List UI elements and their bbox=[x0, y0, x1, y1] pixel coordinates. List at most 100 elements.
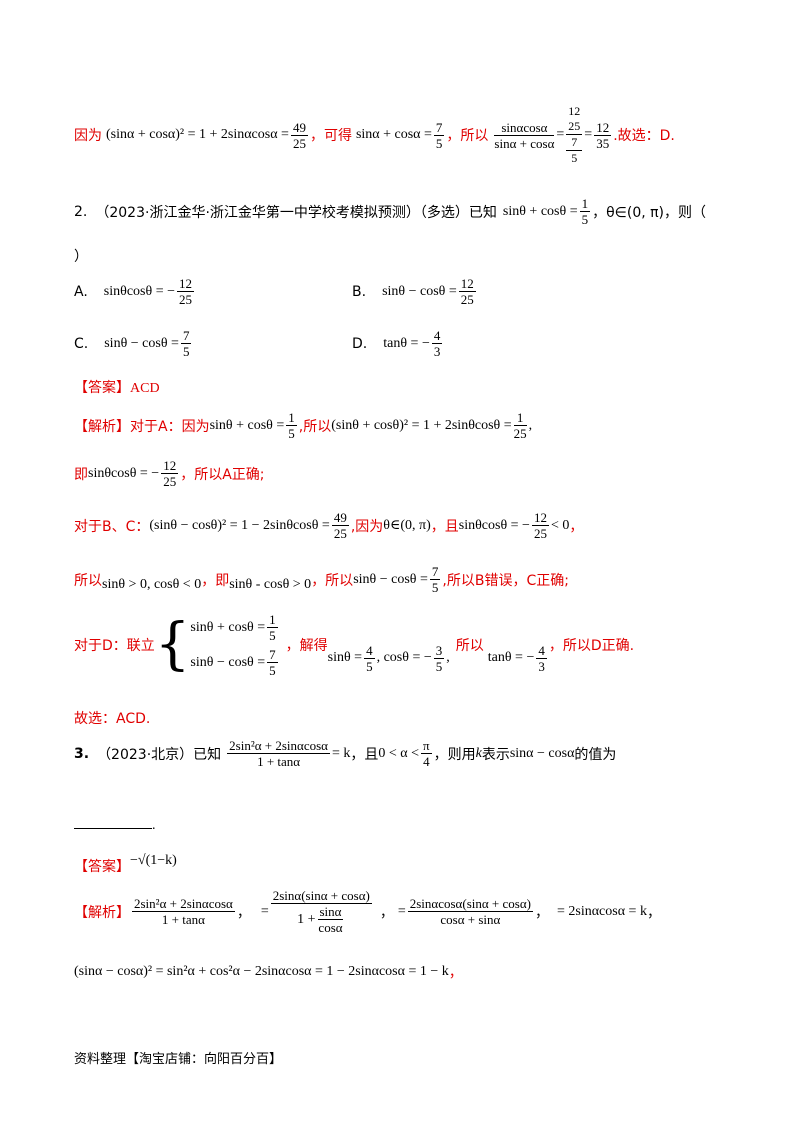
q2-source: （2023·浙江金华·浙江金华第一中学校考模拟预测）（多选）已知 bbox=[95, 204, 497, 221]
equals-sign: = bbox=[584, 127, 593, 142]
top-big-frac: sinαcosα sinα + cosα bbox=[494, 119, 555, 151]
analysis-d1-end: ，所以D正确. bbox=[548, 638, 635, 654]
top-compound-frac: 12 25 7 5 bbox=[566, 104, 583, 165]
q3-number: 3. bbox=[74, 745, 90, 762]
system-eq1: sinθ + cosθ = bbox=[190, 619, 266, 635]
analysis-c1-eq3: sinθ − cosθ = bbox=[353, 571, 428, 587]
option-d-expr: tanθ = − bbox=[383, 335, 430, 351]
q3-step1-end: ， bbox=[236, 905, 251, 921]
analysis-tag: 【解析】 bbox=[74, 418, 130, 435]
q2-number: 2. bbox=[74, 203, 88, 220]
q3-k: k bbox=[475, 745, 482, 761]
top-choose: .故选：D. bbox=[613, 128, 675, 144]
q2-range: ，θ∈(0, π)，则（ bbox=[592, 204, 707, 221]
top-so: ，所以 bbox=[446, 128, 489, 144]
q2-close: ） bbox=[74, 249, 88, 265]
analysis-a2-end: ，所以A正确; bbox=[180, 466, 265, 483]
q3-blank-line: . bbox=[74, 814, 156, 834]
q2-stem: 2. （2023·浙江金华·浙江金华第一中学校考模拟预测）（多选）已知 sinθ… bbox=[74, 196, 706, 227]
analysis-b1-because: ,因为 bbox=[350, 518, 384, 535]
analysis-c1-eq2: sinθ - cosθ > 0 bbox=[229, 576, 312, 592]
equals-sign: = bbox=[556, 127, 565, 142]
q3-eq-k: = k bbox=[332, 745, 351, 761]
equals-sign: = bbox=[260, 903, 269, 919]
analysis-a1-so: ,所以 bbox=[298, 418, 332, 435]
option-b-expr: sinθ − cosθ = bbox=[382, 283, 457, 299]
system-brace: { bbox=[154, 612, 191, 677]
top-eq1: (sinα + cosα)² = 1 + 2sinαcosα = bbox=[106, 127, 289, 142]
q3-step3-frac: 2sinαcosα(sinα + cosα) cosα + sinα bbox=[407, 896, 533, 927]
page-footer: 资料整理【淘宝店铺：向阳百分百】 bbox=[74, 1052, 283, 1067]
option-a-expr: sinθcosθ = − bbox=[103, 283, 175, 299]
top-eq1-frac: 49 25 bbox=[290, 119, 308, 151]
q3-step1-frac: 2sin²α + 2sinαcosα 1 + tanα bbox=[132, 896, 235, 927]
q2-choose: 故选：ACD. bbox=[74, 711, 151, 727]
q3-text: ，则用 bbox=[433, 746, 476, 763]
solution-sin: sinθ = bbox=[327, 650, 363, 665]
analysis-b1-end: ， bbox=[569, 518, 584, 535]
analysis-tag: 【解析】 bbox=[74, 904, 130, 921]
q2-cond: sinθ + cosθ = bbox=[502, 203, 578, 219]
q3-analysis-line-1: 【解析】 2sin²α + 2sinαcosα 1 + tanα ， = 2sin… bbox=[74, 888, 661, 935]
q3-step2-end: ， bbox=[379, 905, 394, 921]
option-a-frac: 12 25 bbox=[176, 276, 194, 307]
option-c-label: C. bbox=[74, 335, 89, 352]
q2-answer: 【答案】ACD bbox=[74, 377, 160, 397]
q3-source: （2023·北京）已知 bbox=[97, 746, 222, 763]
analysis-c1-so: 所以 bbox=[74, 572, 102, 589]
tan-expr: tanθ = − bbox=[487, 650, 535, 665]
q2-analysis-line-2: 即 sinθcosθ = − 12 25 ，所以A正确; bbox=[74, 458, 265, 489]
analysis-c1-end: ,所以B错误，C正确; bbox=[442, 572, 569, 589]
top-because: 因为 bbox=[74, 128, 102, 144]
analysis-a1-end: , bbox=[528, 417, 533, 433]
q3-text2: 表示 bbox=[481, 746, 510, 763]
q3-step2-frac: 2sinα(sinα + cosα) 1 + sinα cosα bbox=[270, 888, 372, 935]
analysis-c1-so2: ，所以 bbox=[311, 572, 354, 589]
q3-stem: 3. （2023·北京）已知 2sin²α + 2sinαcosα 1 + tan… bbox=[74, 738, 616, 769]
q2-analysis-line-3: 对于B、C： (sinθ − cosθ)² = 1 − 2sinθcosθ = … bbox=[74, 510, 583, 541]
q3-text3: 的值为 bbox=[574, 746, 617, 763]
analysis-b1-eq: (sinθ − cosθ)² = 1 − 2sinθcosθ = bbox=[149, 517, 330, 533]
equation-system: sinθ + cosθ = 1 5 sinθ − cosθ = 7 5 bbox=[190, 612, 279, 678]
q3-and: ，且 bbox=[350, 746, 379, 763]
analysis-a2-ji: 即 bbox=[74, 466, 88, 483]
option-c-expr: sinθ − cosθ = bbox=[104, 335, 179, 351]
q3-range: 0 < α < bbox=[378, 745, 420, 761]
q2-option-b: B. sinθ − cosθ = 12 25 bbox=[352, 276, 478, 307]
equals-sign: = bbox=[397, 903, 406, 919]
blank-period: . bbox=[152, 818, 156, 833]
analysis-d1-text: 对于D：联立 bbox=[74, 638, 155, 654]
solution-cos: , cosθ = − bbox=[376, 650, 432, 665]
top-solution-line: 因为 (sinα + cosα)² = 1 + 2sinαcosα = 49 25… bbox=[74, 100, 675, 170]
analysis-a1-eq2: (sinθ + cosθ)² = 1 + 2sinθcosθ = bbox=[331, 417, 512, 433]
answer-tag: 【答案】 bbox=[74, 380, 130, 396]
q3-expr: sinα − cosα bbox=[509, 745, 575, 761]
top-eq2: sinα + cosα = bbox=[355, 127, 432, 142]
analysis-b1-range: θ∈(0, π) bbox=[383, 518, 431, 533]
option-b-label: B. bbox=[352, 283, 367, 300]
q3-big-frac: 2sin²α + 2sinαcosα 1 + tanα bbox=[227, 738, 330, 769]
q3-step4-end: ， bbox=[646, 905, 661, 921]
analysis-d1-solve: ，解得 bbox=[285, 638, 328, 654]
analysis-a2-eq: sinθcosθ = − bbox=[88, 465, 160, 481]
solution-end: , bbox=[446, 650, 450, 665]
analysis-a1-text: 对于A：因为 bbox=[130, 418, 210, 435]
answer-value: −√(1−k) bbox=[130, 853, 177, 868]
answer-value: ACD bbox=[130, 381, 160, 396]
analysis-b1-frac2: 12 25 bbox=[531, 510, 549, 541]
q2-analysis-line-5: 对于D：联立 { sinθ + cosθ = 1 5 sinθ − cosθ = 7 5… bbox=[74, 612, 634, 678]
